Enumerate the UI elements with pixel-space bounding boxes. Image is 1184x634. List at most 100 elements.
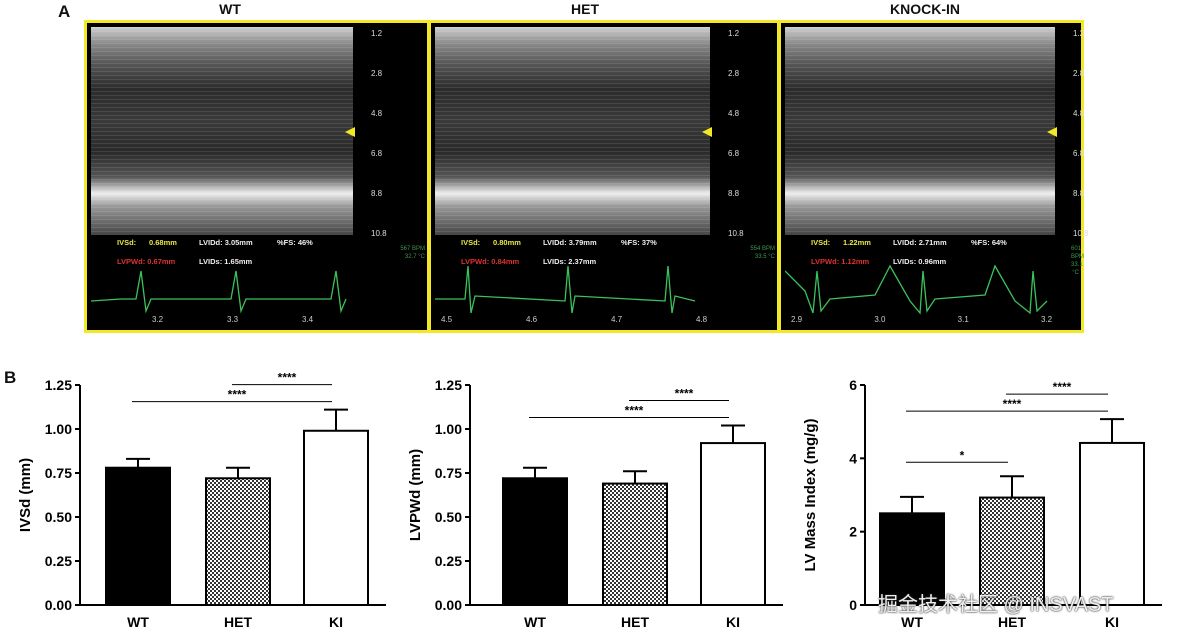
y-tick-label: 0.25 (435, 553, 462, 569)
significance-label: **** (625, 403, 644, 417)
y-tick-label: 1.25 (435, 377, 462, 393)
significance-label: **** (1053, 380, 1072, 394)
ecg-trace (435, 265, 696, 314)
y-tick-label: 6 (849, 377, 857, 393)
y-tick-label: 1.00 (45, 421, 72, 437)
depth-label: 2.8 (371, 69, 383, 78)
depth-label: 4.8 (371, 109, 383, 118)
m-mode-image (435, 27, 710, 235)
m-mode-image (785, 27, 1055, 235)
echo-panel-1: 1.2 2.8 4.8 6.8 8.8 10.8 IVSd: 0.80mm LVIDd: … (428, 20, 780, 333)
y-tick-label: 0.75 (45, 465, 72, 481)
temperature: 33.5 °C (754, 254, 775, 260)
ivsd-label: IVSd: (461, 238, 481, 247)
depth-scale: 1.2 2.8 4.8 6.8 8.8 10.8 (702, 27, 774, 238)
bar-het (602, 482, 668, 606)
depth-scale: 1.2 2.8 4.8 6.8 8.8 10.8 (1047, 27, 1119, 238)
lvidd-value: LVIDd: 3.05mm (199, 238, 253, 247)
depth-label: 8.8 (371, 189, 383, 198)
depth-label: 6.8 (1073, 149, 1085, 158)
lvpwd-value: LVPWd: 0.67mm (117, 257, 176, 266)
marker-triangle-icon (1047, 127, 1057, 137)
time-label: 3.4 (302, 315, 314, 324)
y-tick-label: 0.00 (435, 597, 462, 613)
heart-rate: 601 BPM (1071, 246, 1085, 260)
x-tick-label: KI (329, 614, 343, 630)
significance-label: **** (675, 386, 694, 400)
temperature: 33.1 °C (1071, 262, 1083, 276)
depth-label: 8.8 (1073, 189, 1085, 198)
y-tick-label: 2 (849, 524, 857, 540)
depth-scale: 1.2 2.8 4.8 6.8 8.8 10.8 (345, 27, 417, 238)
depth-label: 4.8 (728, 109, 740, 118)
depth-label: 6.8 (728, 149, 740, 158)
fs-value: %FS: 37% (621, 238, 657, 247)
y-tick-label: 0 (849, 597, 857, 613)
x-tick-label: HET (224, 614, 252, 630)
y-tick-label: 0.50 (435, 509, 462, 525)
bar-wt (105, 466, 171, 606)
time-label: 4.7 (611, 315, 623, 324)
time-label: 3.2 (1041, 315, 1053, 324)
depth-label: 1.2 (1073, 29, 1085, 38)
time-label: 4.6 (526, 315, 538, 324)
heart-rate: 567 BPM (400, 246, 425, 252)
bar-het (205, 477, 271, 606)
significance-label: **** (278, 371, 297, 385)
bar-ki (303, 429, 369, 607)
time-label: 3.3 (227, 315, 239, 324)
bar-wt (502, 477, 568, 606)
echo-title-het: HET (571, 1, 599, 17)
depth-label: 10.8 (371, 229, 387, 238)
ivsd-value: 1.22mm (843, 238, 871, 247)
y-axis-label: IVSd (mm) (17, 458, 34, 532)
lvidd-value: LVIDd: 2.71mm (893, 238, 947, 247)
y-axis-label: LV Mass Index (mg/g) (802, 418, 819, 571)
m-mode-image (91, 27, 353, 235)
x-tick-label: KI (726, 614, 740, 630)
depth-label: 6.8 (371, 149, 383, 158)
temperature: 32.7 °C (404, 254, 425, 260)
y-tick-label: 0.00 (45, 597, 72, 613)
lvpwd-value: LVPWd: 1.12mm (811, 257, 870, 266)
ivsd-value: 0.80mm (493, 238, 521, 247)
ecg-trace (91, 270, 347, 314)
x-tick-label: WT (524, 614, 546, 630)
significance-label: **** (1003, 397, 1022, 411)
echo-panel-2: 1.2 2.8 4.8 6.8 8.8 10.8 IVSd: 1.22mm LVIDd: … (778, 20, 1089, 333)
lvids-value: LVIDs: 2.37mm (543, 257, 597, 266)
depth-label: 1.2 (728, 29, 740, 38)
lvids-value: LVIDs: 1.65mm (199, 257, 253, 266)
time-label: 3.0 (874, 315, 886, 324)
bar-ki (700, 442, 766, 606)
y-tick-label: 0.25 (45, 553, 72, 569)
marker-triangle-icon (345, 127, 355, 137)
ivsd-label: IVSd: (117, 238, 137, 247)
watermark: 掘金技术社区 @ INSVAST (878, 594, 1114, 616)
panel-a-label: A (58, 2, 71, 21)
y-tick-label: 4 (849, 450, 857, 466)
fs-value: %FS: 46% (277, 238, 313, 247)
x-tick-label: HET (621, 614, 649, 630)
fs-value: %FS: 64% (971, 238, 1007, 247)
y-tick-label: 0.75 (435, 465, 462, 481)
lvpwd-value: LVPWd: 0.84mm (461, 257, 520, 266)
echo-title-wt: WT (219, 1, 241, 17)
depth-label: 1.2 (371, 29, 383, 38)
depth-label: 10.8 (728, 229, 744, 238)
depth-label: 10.8 (1073, 229, 1089, 238)
y-tick-label: 1.00 (435, 421, 462, 437)
time-label: 2.9 (791, 315, 803, 324)
depth-label: 4.8 (1073, 109, 1085, 118)
echo-title-ki: KNOCK-IN (890, 1, 960, 17)
x-tick-label: WT (127, 614, 149, 630)
ivsd-label: IVSd: (811, 238, 831, 247)
lvids-value: LVIDs: 0.96mm (893, 257, 947, 266)
heart-rate: 554 BPM (750, 246, 775, 252)
ecg-trace (785, 264, 1048, 315)
time-label: 4.8 (696, 315, 708, 324)
significance-label: **** (228, 388, 247, 402)
significance-label: * (960, 448, 965, 462)
depth-label: 8.8 (728, 189, 740, 198)
